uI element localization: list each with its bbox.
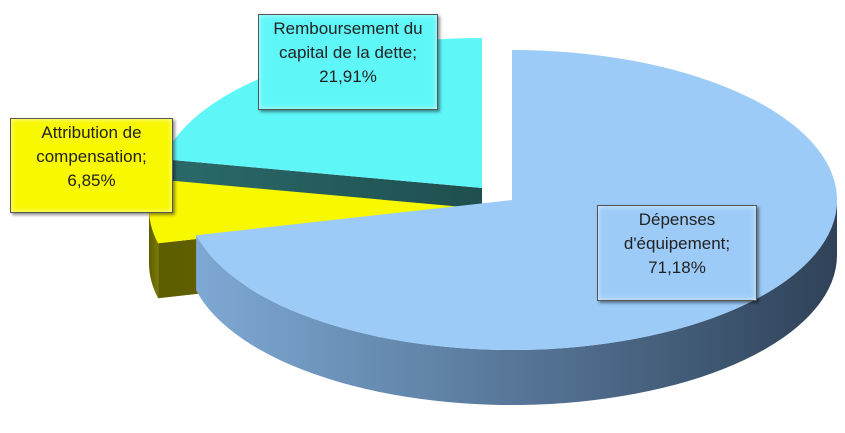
slice-wall <box>149 208 159 299</box>
pie-slice <box>148 179 474 244</box>
data-label: Dépenses d'équipement; 71,18% <box>597 205 757 301</box>
data-label: Remboursement du capital de la dette; 21… <box>258 14 438 110</box>
data-label: Attribution de compensation; 6,85% <box>10 118 173 213</box>
slice-wall <box>196 200 837 406</box>
